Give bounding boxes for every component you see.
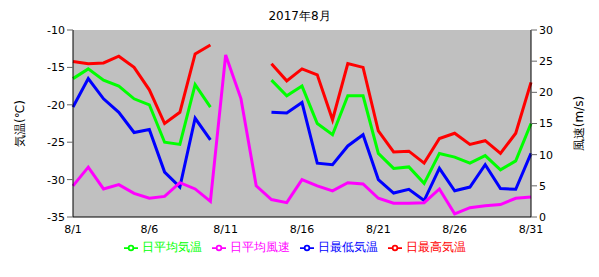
html-text:日平均風速: 日平均風速 — [229, 240, 290, 254]
svg-text:8/31: 8/31 — [519, 223, 544, 236]
svg-text:8/21: 8/21 — [366, 223, 391, 236]
html-text:日最高気温: 日最高気温 — [405, 240, 466, 254]
svg-text:8/26: 8/26 — [442, 223, 467, 236]
svg-text:8/6: 8/6 — [140, 223, 158, 236]
svg-text:30: 30 — [539, 24, 553, 37]
svg-text:-20: -20 — [47, 99, 65, 112]
svg-text:-30: -30 — [47, 174, 65, 187]
html-text:日平均気温: 日平均気温 — [141, 240, 202, 254]
svg-text:-10: -10 — [47, 24, 65, 37]
svg-text:8/16: 8/16 — [290, 223, 315, 236]
svg-text:15: 15 — [539, 117, 553, 130]
html-text:日最低気温: 日最低気温 — [317, 240, 378, 254]
svg-text:風速(m/s): 風速(m/s) — [572, 96, 586, 151]
html-text:2017年8月: 2017年8月 — [268, 9, 331, 23]
svg-text:-35: -35 — [47, 211, 65, 224]
svg-text:-25: -25 — [47, 136, 65, 149]
svg-text:10: 10 — [539, 149, 553, 162]
svg-text:0: 0 — [539, 211, 546, 224]
svg-text:気温(℃): 気温(℃) — [13, 100, 27, 147]
svg-text:5: 5 — [539, 180, 546, 193]
svg-text:25: 25 — [539, 55, 553, 68]
svg-text:8/11: 8/11 — [213, 223, 238, 236]
svg-text:8/1: 8/1 — [64, 223, 82, 236]
svg-text:20: 20 — [539, 86, 553, 99]
svg-text:-15: -15 — [47, 61, 65, 74]
